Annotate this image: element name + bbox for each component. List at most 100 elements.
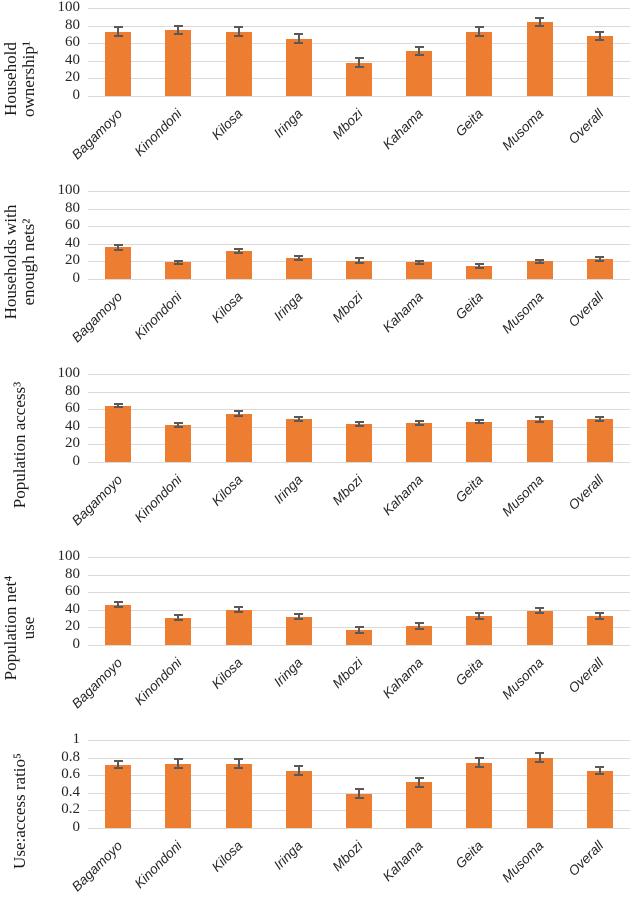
gridline: [88, 25, 630, 27]
error-bar: [177, 615, 180, 621]
error-bar-cap-top: [474, 612, 484, 615]
error-bar-cap-bottom: [294, 259, 304, 262]
bar-geita: [466, 615, 493, 645]
error-bar-cap-top: [234, 606, 244, 609]
plot-area: [88, 557, 630, 646]
error-bar: [418, 622, 421, 629]
y-axis-title-text: Population net⁴ use: [1, 549, 38, 707]
bar-kilosa: [225, 763, 252, 828]
x-axis-category-label: Musoma: [499, 106, 547, 154]
error-bar-cap-bottom: [414, 54, 424, 57]
bar-kilosa: [225, 31, 252, 96]
bar-mbozi: [346, 793, 372, 828]
y-axis-tick-label: 40: [65, 234, 80, 251]
bar-kinondoni: [165, 425, 192, 462]
error-bar-cap-top: [234, 758, 244, 761]
error-bar: [598, 32, 601, 41]
y-axis-tick-label: 60: [65, 217, 80, 234]
error-bar: [237, 759, 240, 769]
error-bar: [358, 626, 360, 634]
error-bar-cap-bottom: [354, 632, 364, 635]
error-bar-cap-bottom: [535, 262, 545, 265]
chart-row-4: Population net⁴ use 0 20 40 60 80 100 Bagamoyo Ki…: [0, 548, 637, 732]
gridline: [88, 279, 630, 280]
bar-kinondoni: [165, 30, 192, 96]
error-bar: [177, 260, 180, 265]
error-bar-cap-bottom: [234, 611, 244, 614]
error-bar-cap-top: [474, 262, 484, 265]
error-bar-cap-top: [294, 415, 304, 418]
y-axis-tick-label: 0.4: [61, 783, 80, 800]
y-axis-title: Population access³: [0, 366, 40, 524]
error-bar: [598, 767, 601, 775]
bar-kilosa: [225, 250, 252, 279]
y-axis-tick-label: 80: [65, 382, 80, 399]
y-axis-title-text: Households with enough nets²: [1, 183, 38, 341]
y-axis-tick-label: 60: [65, 400, 80, 417]
error-bar-cap-bottom: [595, 773, 605, 776]
x-axis-category-label: Geita: [452, 472, 487, 506]
error-bar: [237, 27, 240, 37]
x-axis-category-label: Kilosa: [208, 838, 246, 875]
error-bar-cap-top: [294, 254, 304, 257]
error-bar: [538, 417, 541, 423]
error-bar-cap-bottom: [354, 261, 364, 264]
y-axis-tick-label: 40: [65, 600, 80, 617]
error-bar: [418, 777, 421, 787]
error-bar-cap-top: [294, 33, 304, 36]
error-bar-cap-top: [173, 259, 183, 262]
bar-overall: [586, 615, 613, 645]
plot-area: [88, 8, 630, 97]
bar-kinondoni: [165, 262, 192, 279]
error-bar-cap-bottom: [234, 415, 244, 418]
gridline: [88, 391, 630, 393]
x-axis-category-label: Kinondoni: [131, 838, 185, 892]
x-axis-category-label: Overall: [565, 838, 607, 879]
bar-bagamoyo: [105, 31, 132, 96]
gridline: [88, 592, 630, 594]
error-bar-cap-top: [113, 760, 123, 763]
error-bar-cap-bottom: [474, 422, 484, 425]
error-bar: [297, 766, 300, 776]
bar-kahama: [406, 51, 433, 96]
error-bar: [297, 614, 300, 620]
error-bar-cap-bottom: [173, 426, 183, 429]
error-bar-cap-bottom: [113, 767, 123, 770]
plot-area: [88, 740, 630, 829]
error-bar: [117, 601, 120, 608]
bar-iringa: [285, 38, 312, 96]
x-axis-category-label: Kinondoni: [131, 472, 185, 526]
bar-musoma: [526, 757, 553, 828]
y-axis-tick-label: 100: [57, 548, 81, 564]
gridline: [88, 208, 630, 210]
y-axis-title: Use:access ratio⁵: [0, 732, 40, 890]
y-axis-tick-label: 80: [65, 199, 80, 216]
error-bar: [297, 255, 300, 261]
x-axis-labels: Bagamoyo Kinondoni Kilosa Iringa Mbozi Kahama…: [68, 462, 630, 548]
bar-musoma: [526, 419, 553, 462]
bar-overall: [586, 418, 613, 462]
y-axis-tick-label: 0: [72, 270, 81, 286]
error-bar-cap-bottom: [414, 627, 424, 630]
bar-geita: [466, 31, 493, 96]
x-axis-category-label: Bagamoyo: [68, 655, 125, 712]
error-bar-cap-bottom: [595, 617, 605, 620]
bar-bagamoyo: [105, 247, 132, 279]
bar-bagamoyo: [105, 405, 132, 462]
error-bar-cap-bottom: [414, 785, 424, 788]
error-bar: [418, 47, 421, 56]
error-bar-cap-bottom: [354, 425, 364, 428]
bar-mbozi: [346, 260, 372, 279]
error-bar-cap-top: [234, 409, 244, 412]
error-bar-cap-bottom: [535, 612, 545, 615]
error-bar-cap-bottom: [354, 65, 364, 68]
error-bar-cap-bottom: [234, 35, 244, 38]
x-axis-category-label: Bagamoyo: [68, 472, 125, 529]
error-bar-cap-top: [535, 607, 545, 610]
x-axis-category-label: Kahama: [379, 472, 426, 519]
y-axis-title-text: Population access³: [10, 366, 29, 524]
error-bar: [418, 421, 421, 426]
bar-musoma: [526, 22, 553, 96]
